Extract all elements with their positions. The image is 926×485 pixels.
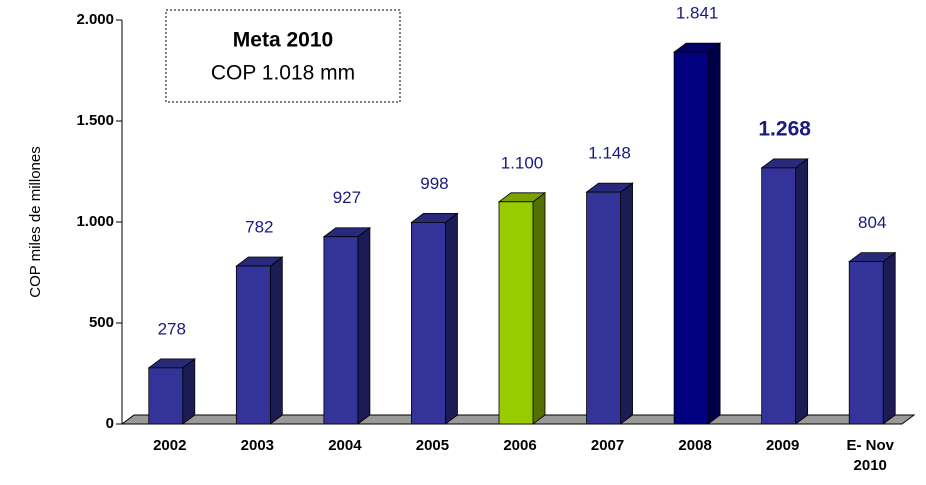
bar-front xyxy=(586,191,621,425)
x-tick-label: 2007 xyxy=(590,437,625,454)
bar xyxy=(760,158,809,425)
bar-front xyxy=(323,236,359,425)
value-label: 782 xyxy=(245,218,273,237)
bar-front xyxy=(673,51,709,425)
x-tick-label: 2009 xyxy=(765,437,800,454)
value-label: 1.841 xyxy=(676,4,719,23)
bar xyxy=(147,358,196,425)
value-label: 278 xyxy=(158,319,186,338)
y-tick-label: 1.000 xyxy=(76,213,114,230)
value-label: 1.100 xyxy=(501,153,544,172)
bar-side xyxy=(795,158,809,425)
value-label: 998 xyxy=(420,174,448,193)
annotation-text: COP 1.018 mm xyxy=(211,62,355,85)
bar xyxy=(585,182,634,425)
bar xyxy=(497,192,547,425)
bar-side xyxy=(882,251,896,425)
x-tick-label: 2008 xyxy=(678,437,712,454)
bar-front xyxy=(498,201,534,425)
value-label: 927 xyxy=(333,188,361,207)
value-label: 804 xyxy=(858,213,886,232)
y-tick-label: 500 xyxy=(89,314,114,331)
bar xyxy=(848,251,897,425)
y-tick-label: 0 xyxy=(106,415,114,432)
bar-side xyxy=(269,256,283,425)
annotation-box xyxy=(165,9,401,103)
x-tick-label: 2006 xyxy=(503,437,537,454)
bar-side xyxy=(357,226,371,425)
bar-side xyxy=(182,358,196,425)
bar-side xyxy=(532,192,546,425)
bar xyxy=(235,256,284,425)
x-tick-label: E- Nov 2010 xyxy=(846,437,894,474)
x-tick-label: 2005 xyxy=(415,437,450,454)
annotation-title: Meta 2010 xyxy=(233,29,333,52)
value-label: 1.268 xyxy=(758,117,811,140)
bar-front xyxy=(761,167,797,425)
bar xyxy=(322,226,372,425)
bar xyxy=(410,212,459,425)
bar-side xyxy=(620,182,633,425)
bar-side xyxy=(707,42,721,425)
bar-front xyxy=(411,222,446,425)
bar-front xyxy=(235,265,271,425)
x-tick-label: 2002 xyxy=(153,437,187,454)
bar-side xyxy=(445,212,458,425)
x-tick-label: 2004 xyxy=(328,437,362,454)
y-tick-label: 1.500 xyxy=(76,112,114,129)
bar-front xyxy=(848,261,884,425)
bar xyxy=(672,42,722,425)
x-tick-label: 2003 xyxy=(240,437,275,454)
y-tick-label: 2.000 xyxy=(76,11,114,28)
y-axis-label: COP miles de millones xyxy=(27,146,44,297)
value-label: 1.148 xyxy=(588,144,631,163)
bar-front xyxy=(148,367,184,425)
